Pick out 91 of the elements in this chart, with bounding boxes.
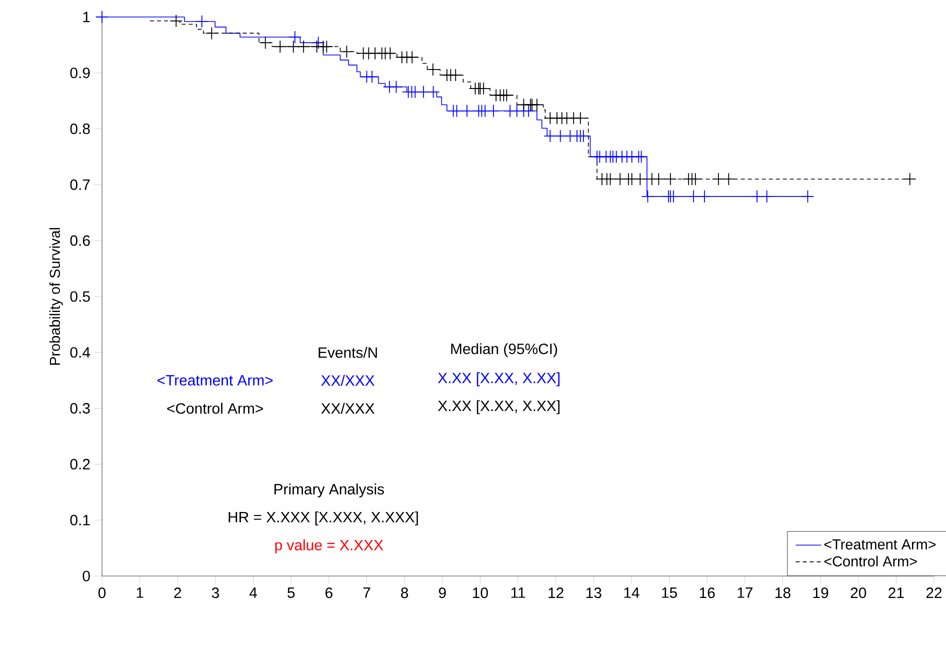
point xyxy=(544,130,557,143)
point xyxy=(297,40,310,54)
point xyxy=(698,190,711,203)
y-tick-label: 0.3 xyxy=(70,403,90,414)
x-tick-label: 15 xyxy=(662,588,677,598)
point xyxy=(417,85,430,98)
point xyxy=(258,36,272,50)
x-tick-label: 20 xyxy=(850,588,866,598)
point xyxy=(288,30,302,44)
point xyxy=(664,172,677,186)
point xyxy=(286,40,300,54)
annotation: X.XX [X.XX, X.XX] xyxy=(438,372,560,386)
y-tick-label: 0.2 xyxy=(70,458,90,470)
annotation: Median (95%CI) xyxy=(451,343,558,358)
legend-label: <Control Arm> xyxy=(824,556,917,566)
point xyxy=(500,88,514,102)
annotation: p value = X.XXX xyxy=(275,539,384,554)
y-tick-label: 0.9 xyxy=(70,68,90,78)
point xyxy=(320,40,334,54)
x-tick-label: 1 xyxy=(136,588,144,598)
x-tick-label: 12 xyxy=(548,588,564,598)
x-tick-label: 14 xyxy=(624,588,640,598)
point xyxy=(687,190,700,203)
point xyxy=(96,10,108,24)
annotation: Events/N xyxy=(318,346,377,358)
x-tick-label: 2 xyxy=(174,588,182,598)
annotation: HR = X.XXX [X.XXX, X.XXX] xyxy=(228,511,418,526)
y-tick-label: 0 xyxy=(82,570,90,582)
annotation: XX/XXX xyxy=(321,402,375,414)
point xyxy=(652,172,666,186)
point xyxy=(274,40,287,54)
point xyxy=(450,104,464,118)
point xyxy=(486,104,500,118)
point xyxy=(384,46,397,60)
x-tick-label: 11 xyxy=(511,588,526,598)
x-tick-label: 6 xyxy=(326,588,332,598)
point xyxy=(604,172,617,186)
point xyxy=(426,85,440,98)
annotation: Primary Analysis xyxy=(274,484,384,498)
y-tick-label: 0.6 xyxy=(70,235,90,246)
point xyxy=(712,172,725,186)
point xyxy=(530,98,544,112)
x-tick-label: 16 xyxy=(700,588,715,598)
point xyxy=(574,112,587,125)
annotation: <Treatment Arm> xyxy=(158,375,273,386)
point xyxy=(750,190,764,203)
y-tick-label: 0.8 xyxy=(70,124,90,134)
y-tick-label: 0.7 xyxy=(70,179,90,190)
y-tick-label: 0.5 xyxy=(70,291,90,302)
point xyxy=(634,172,647,186)
x-tick-label: 10 xyxy=(473,588,488,598)
x-tick-label: 21 xyxy=(888,588,904,598)
x-tick-label: 5 xyxy=(288,588,295,598)
y-tick-label: 0.4 xyxy=(70,347,90,358)
x-tick-label: 0 xyxy=(98,588,106,598)
point xyxy=(688,172,702,186)
point xyxy=(801,190,814,203)
annotation: XX/XXX xyxy=(321,374,375,386)
annotation: <Control Arm> xyxy=(167,402,263,414)
x-tick-label: 13 xyxy=(586,588,602,598)
x-tick-label: 7 xyxy=(363,588,370,598)
x-tick-label: 8 xyxy=(401,588,408,598)
x-tick-label: 19 xyxy=(813,588,828,598)
y-axis-title: Probability of Survival xyxy=(49,228,63,365)
point xyxy=(903,172,916,186)
y-tick-label: 1 xyxy=(83,12,90,22)
point xyxy=(554,130,567,143)
x-tick-label: 4 xyxy=(249,588,257,598)
x-tick-label: 22 xyxy=(926,588,942,598)
point xyxy=(170,14,183,28)
point xyxy=(722,172,736,186)
point xyxy=(312,36,325,50)
y-tick-label: 0.1 xyxy=(70,514,90,526)
point xyxy=(641,190,654,203)
point xyxy=(366,70,378,84)
point xyxy=(460,104,474,118)
point xyxy=(406,50,419,64)
x-tick-label: 3 xyxy=(212,588,219,598)
point xyxy=(449,68,462,82)
point xyxy=(390,80,403,94)
point xyxy=(205,26,218,40)
point xyxy=(426,63,440,76)
x-tick-label: 17 xyxy=(738,588,752,598)
point xyxy=(634,150,648,164)
annotation: X.XX [X.XX, X.XX] xyxy=(438,400,560,414)
point xyxy=(340,45,354,58)
legend-label: <Treatment Arm> xyxy=(824,539,936,550)
point xyxy=(760,190,774,203)
x-tick-label: 9 xyxy=(438,588,446,598)
point xyxy=(195,15,208,28)
x-tick-label: 18 xyxy=(776,588,790,598)
